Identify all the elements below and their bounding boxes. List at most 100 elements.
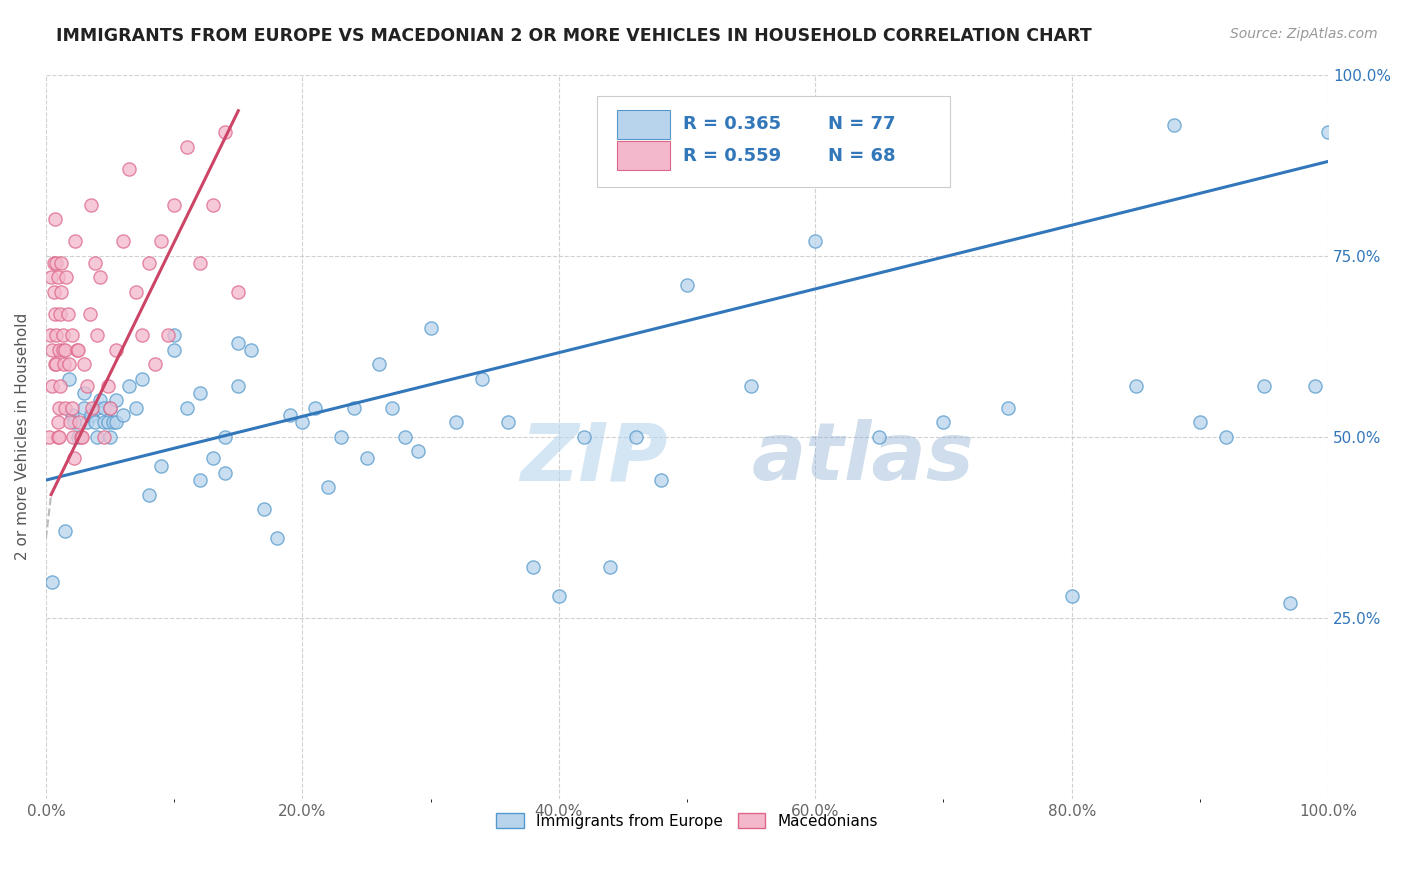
FancyBboxPatch shape [617,141,671,170]
Point [45,256,67,270]
Point [60,408,83,422]
Point [96,379,118,393]
Point [63,451,86,466]
Point [73,357,96,371]
Point [997,401,1019,415]
Point [48,430,70,444]
Point [51,285,73,299]
Point [226,285,249,299]
Point [1125,379,1147,393]
Point [125,285,148,299]
Point [1163,118,1185,132]
Text: Source: ZipAtlas.com: Source: ZipAtlas.com [1230,27,1378,41]
Point [176,140,198,154]
Point [163,198,186,212]
Point [599,560,621,574]
Text: IMMIGRANTS FROM EUROPE VS MACEDONIAN 2 OR MORE VEHICLES IN HOUSEHOLD CORRELATION: IMMIGRANTS FROM EUROPE VS MACEDONIAN 2 O… [56,27,1092,45]
Point [105,415,128,429]
Point [240,343,263,357]
Point [676,277,699,292]
Point [188,473,211,487]
Point [419,321,441,335]
Point [394,430,416,444]
Point [55,270,77,285]
Point [48,401,70,415]
Point [65,234,87,248]
Point [932,415,955,429]
Point [38,430,60,444]
Text: R = 0.559: R = 0.559 [683,146,782,165]
Point [39,270,62,285]
Point [52,357,75,371]
Point [214,430,236,444]
Point [49,379,72,393]
Point [446,415,468,429]
Point [278,408,301,422]
Point [1305,379,1327,393]
Point [98,401,121,415]
Point [868,430,890,444]
Point [131,372,153,386]
Point [86,401,108,415]
Point [62,430,84,444]
Point [101,415,124,429]
Point [41,379,63,393]
Point [70,430,93,444]
Text: ZIP: ZIP [520,419,668,498]
Point [316,480,339,494]
Point [329,430,352,444]
Point [73,401,96,415]
Point [44,212,66,227]
Point [1060,589,1083,603]
Point [214,466,236,480]
Point [118,161,141,176]
Point [76,415,98,429]
Point [138,488,160,502]
Point [66,343,89,357]
Point [56,307,79,321]
Legend: Immigrants from Europe, Macedonians: Immigrants from Europe, Macedonians [489,806,884,835]
Text: R = 0.365: R = 0.365 [683,115,782,134]
Point [406,444,429,458]
Point [42,285,65,299]
Point [105,343,128,357]
Point [48,343,70,357]
Point [176,401,198,415]
Point [1317,126,1340,140]
Point [93,415,115,429]
Point [156,328,179,343]
Point [266,531,288,545]
Point [60,401,83,415]
Point [45,328,67,343]
FancyBboxPatch shape [617,110,671,139]
Point [59,415,82,429]
Point [52,343,75,357]
Point [66,343,89,357]
Point [80,408,103,422]
Point [80,198,103,212]
Point [138,256,160,270]
Point [574,430,596,444]
Point [214,126,236,140]
Point [111,408,134,422]
Point [63,415,86,429]
Point [381,401,404,415]
Point [1215,430,1237,444]
Point [46,415,69,429]
Point [291,415,314,429]
Point [60,328,83,343]
Y-axis label: 2 or more Vehicles in Household: 2 or more Vehicles in Household [15,313,30,560]
Point [740,379,762,393]
Point [1188,415,1211,429]
Point [226,379,249,393]
Point [547,589,569,603]
Point [143,357,166,371]
Point [125,401,148,415]
Point [42,256,65,270]
Point [83,415,105,429]
Point [51,256,73,270]
Text: atlas: atlas [751,419,974,498]
Point [1253,379,1275,393]
Point [624,430,647,444]
Point [804,234,827,248]
